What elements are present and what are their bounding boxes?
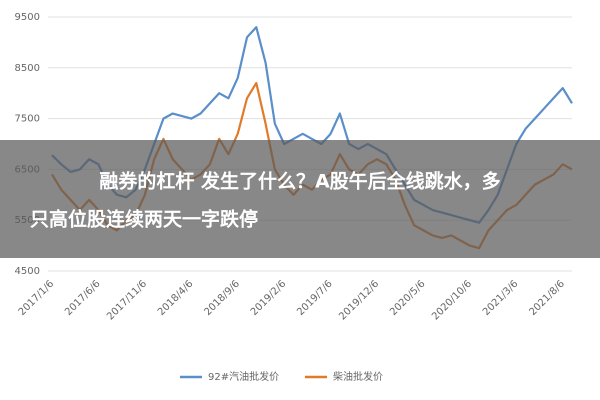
legend-label: 柴油批发价 — [333, 370, 383, 383]
x-tick-label: 2019/12/6 — [337, 278, 381, 322]
x-tick-label: 2017/11/6 — [105, 278, 149, 322]
x-tick-label: 2019/2/6 — [249, 278, 289, 318]
x-tick-label: 2019/7/6 — [295, 278, 335, 318]
x-tick-label: 2018/4/6 — [156, 278, 196, 318]
x-tick-label: 2017/6/6 — [63, 278, 103, 318]
y-tick-label: 8500 — [15, 63, 40, 74]
legend-label: 92#汽油批发价 — [208, 370, 279, 383]
x-tick-label: 2020/5/6 — [388, 278, 428, 318]
caption-text: 只高位股连续两天一字跌停 — [30, 208, 258, 231]
caption-banner — [0, 140, 600, 258]
x-tick-label: 2021/3/6 — [481, 278, 521, 318]
x-tick-label: 2020/10/6 — [430, 278, 474, 322]
x-tick-label: 2018/9/6 — [202, 278, 242, 318]
y-tick-label: 7500 — [15, 114, 40, 125]
y-tick-label: 9500 — [15, 12, 40, 23]
caption-text: 融券的杠杆 发生了什么？A股午后全线跳水，多 — [99, 170, 500, 193]
x-tick-label: 2021/8/6 — [527, 278, 567, 318]
x-tick-label: 2017/1/6 — [17, 278, 57, 318]
y-tick-label: 4500 — [15, 266, 40, 277]
